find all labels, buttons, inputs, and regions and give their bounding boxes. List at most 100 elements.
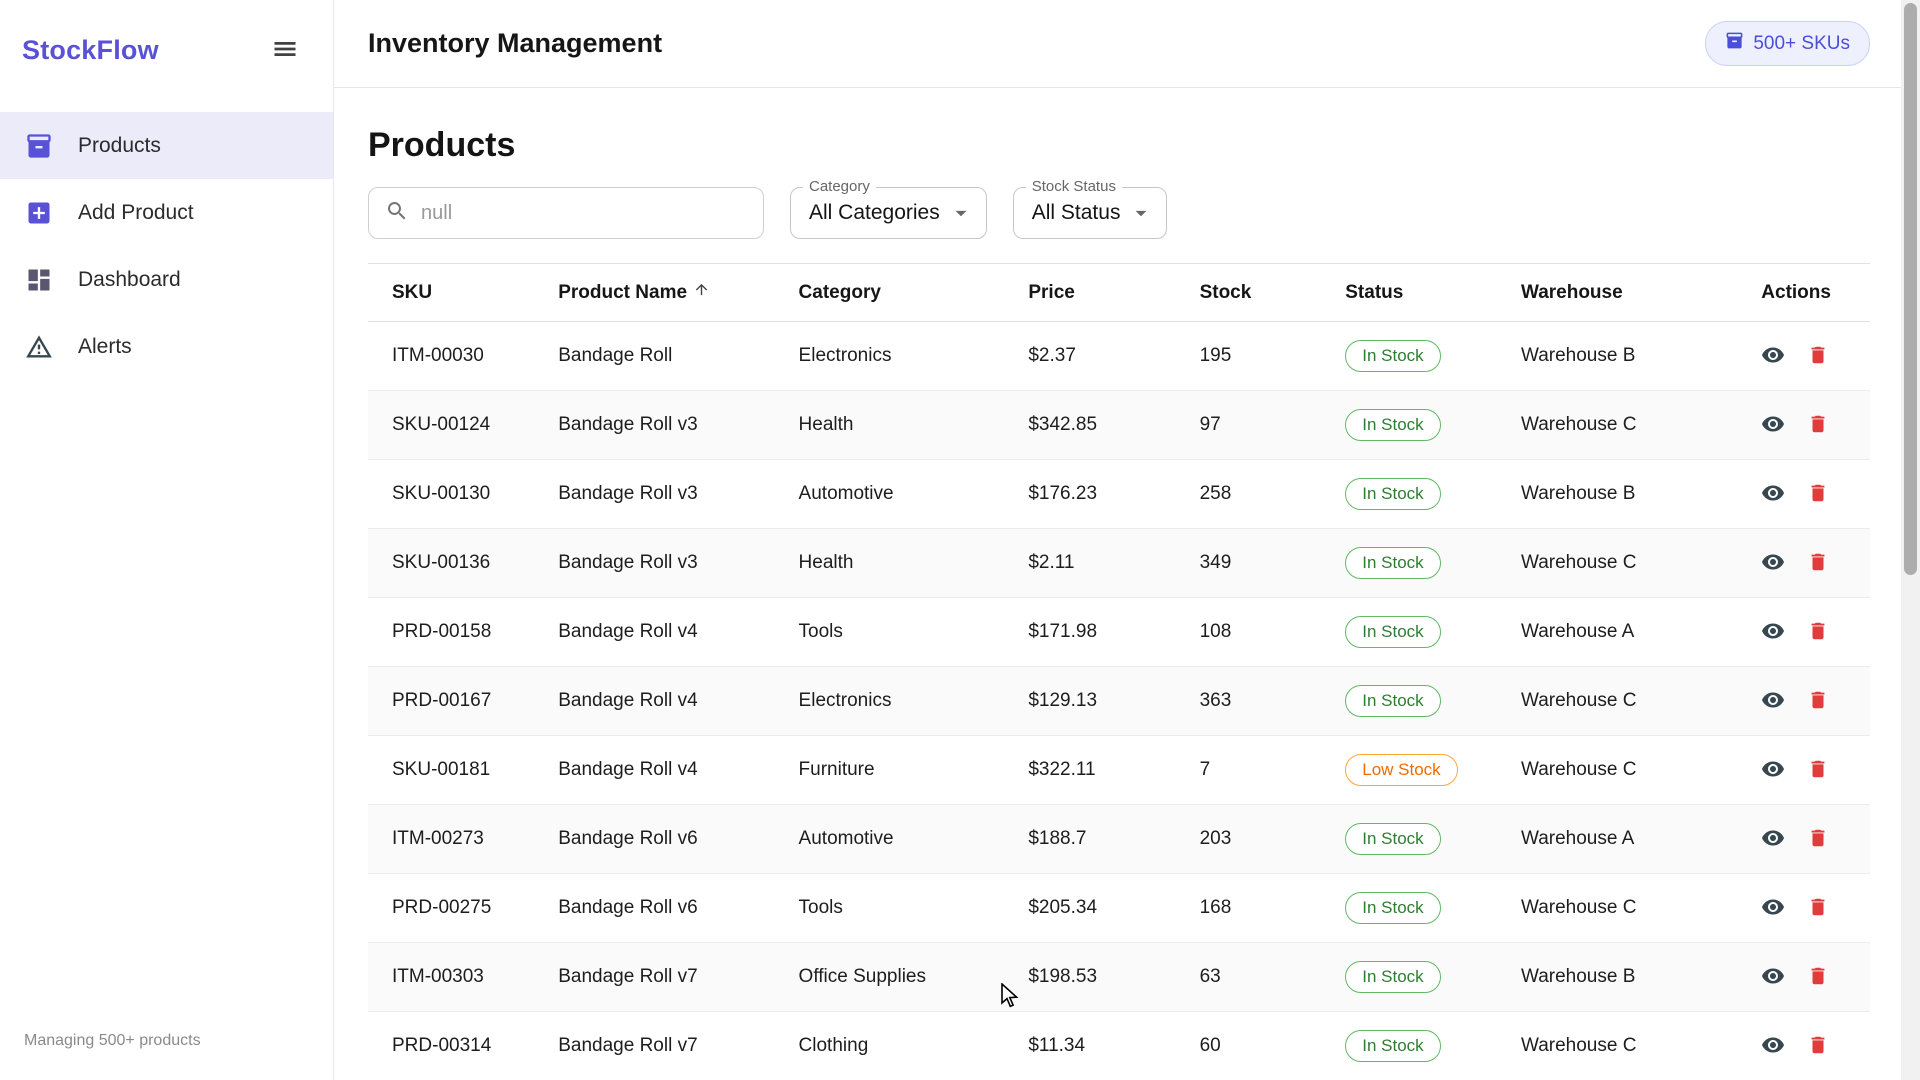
delete-button[interactable] [1807, 344, 1829, 369]
cell-price: $205.34 [1018, 874, 1189, 943]
menu-toggle-button[interactable] [265, 29, 305, 72]
view-button[interactable] [1761, 481, 1785, 508]
trash-icon [1807, 689, 1829, 714]
sku-count-badge: 500+ SKUs [1705, 21, 1870, 66]
table-row: PRD-00167 Bandage Roll v4 Electronics $1… [368, 667, 1870, 736]
eye-icon [1761, 964, 1785, 991]
delete-button[interactable] [1807, 482, 1829, 507]
view-button[interactable] [1761, 964, 1785, 991]
cell-warehouse: Warehouse C [1511, 736, 1751, 805]
table-header: SKU Product Name Category Price Stock [368, 264, 1870, 322]
cell-warehouse: Warehouse C [1511, 667, 1751, 736]
view-button[interactable] [1761, 688, 1785, 715]
inventory-icon [1725, 31, 1744, 56]
column-header-product-name[interactable]: Product Name [548, 264, 788, 322]
eye-icon [1761, 688, 1785, 715]
sidebar-item-add-product[interactable]: Add Product [0, 179, 333, 246]
view-button[interactable] [1761, 757, 1785, 784]
cell-actions [1751, 874, 1870, 943]
cell-category: Clothing [789, 1012, 1019, 1080]
table-row: SKU-00130 Bandage Roll v3 Automotive $17… [368, 460, 1870, 529]
delete-button[interactable] [1807, 827, 1829, 852]
delete-button[interactable] [1807, 689, 1829, 714]
cell-status: In Stock [1335, 667, 1511, 736]
delete-button[interactable] [1807, 551, 1829, 576]
view-button[interactable] [1761, 826, 1785, 853]
view-button[interactable] [1761, 619, 1785, 646]
cell-price: $322.11 [1018, 736, 1189, 805]
view-button[interactable] [1761, 895, 1785, 922]
eye-icon [1761, 343, 1785, 370]
delete-button[interactable] [1807, 1034, 1829, 1059]
sidebar-item-alerts[interactable]: Alerts [0, 313, 333, 380]
table-row: PRD-00314 Bandage Roll v7 Clothing $11.3… [368, 1012, 1870, 1080]
cell-stock: 63 [1190, 943, 1336, 1012]
cell-price: $2.11 [1018, 529, 1189, 598]
eye-icon [1761, 1033, 1785, 1060]
cell-stock: 363 [1190, 667, 1336, 736]
column-header-status[interactable]: Status [1335, 264, 1511, 322]
column-header-category[interactable]: Category [789, 264, 1019, 322]
cell-actions [1751, 736, 1870, 805]
products-table: SKU Product Name Category Price Stock [368, 263, 1870, 1080]
cell-sku: PRD-00167 [368, 667, 548, 736]
cell-status: In Stock [1335, 874, 1511, 943]
cell-category: Tools [789, 598, 1019, 667]
chevron-down-icon [948, 200, 974, 226]
cell-warehouse: Warehouse A [1511, 598, 1751, 667]
trash-icon [1807, 551, 1829, 576]
status-badge: Low Stock [1345, 754, 1457, 786]
cell-product-name: Bandage Roll v4 [548, 598, 788, 667]
column-header-stock[interactable]: Stock [1190, 264, 1336, 322]
cell-stock: 7 [1190, 736, 1336, 805]
dashboard-icon [24, 265, 54, 295]
stock-status-filter[interactable]: Stock Status All Status [1013, 187, 1168, 239]
cell-product-name: Bandage Roll v3 [548, 529, 788, 598]
cell-price: $198.53 [1018, 943, 1189, 1012]
view-button[interactable] [1761, 343, 1785, 370]
delete-button[interactable] [1807, 896, 1829, 921]
cell-category: Health [789, 391, 1019, 460]
cell-warehouse: Warehouse C [1511, 1012, 1751, 1080]
trash-icon [1807, 344, 1829, 369]
cell-stock: 195 [1190, 322, 1336, 391]
cell-status: In Stock [1335, 529, 1511, 598]
cell-stock: 97 [1190, 391, 1336, 460]
delete-button[interactable] [1807, 965, 1829, 990]
sidebar-item-dashboard[interactable]: Dashboard [0, 246, 333, 313]
table-row: PRD-00158 Bandage Roll v4 Tools $171.98 … [368, 598, 1870, 667]
view-button[interactable] [1761, 412, 1785, 439]
status-badge: In Stock [1345, 616, 1440, 648]
column-header-sku[interactable]: SKU [368, 264, 548, 322]
delete-button[interactable] [1807, 620, 1829, 645]
search-box[interactable] [368, 187, 764, 239]
search-input[interactable] [421, 202, 747, 225]
cell-sku: SKU-00124 [368, 391, 548, 460]
scrollbar-thumb[interactable] [1904, 3, 1917, 575]
category-filter[interactable]: Category All Categories [790, 187, 987, 239]
cell-warehouse: Warehouse A [1511, 805, 1751, 874]
app-root: StockFlow Products Add Product [0, 0, 1920, 1080]
view-button[interactable] [1761, 1033, 1785, 1060]
cell-category: Health [789, 529, 1019, 598]
sidebar-item-label: Alerts [78, 335, 132, 359]
search-icon [385, 199, 409, 228]
column-header-warehouse[interactable]: Warehouse [1511, 264, 1751, 322]
column-header-label: Product Name [558, 282, 687, 304]
sidebar-item-products[interactable]: Products [0, 112, 333, 179]
delete-button[interactable] [1807, 413, 1829, 438]
cell-sku: SKU-00130 [368, 460, 548, 529]
top-bar: Inventory Management 500+ SKUs [334, 0, 1920, 88]
table-row: ITM-00273 Bandage Roll v6 Automotive $18… [368, 805, 1870, 874]
cell-sku: SKU-00136 [368, 529, 548, 598]
scrollbar[interactable] [1901, 0, 1920, 1080]
cell-product-name: Bandage Roll v3 [548, 391, 788, 460]
column-header-price[interactable]: Price [1018, 264, 1189, 322]
sidebar-header: StockFlow [0, 0, 333, 100]
cell-stock: 168 [1190, 874, 1336, 943]
filters-row: Category All Categories Stock Status All… [368, 187, 1870, 239]
view-button[interactable] [1761, 550, 1785, 577]
cell-category: Furniture [789, 736, 1019, 805]
delete-button[interactable] [1807, 758, 1829, 783]
sidebar-item-label: Add Product [78, 201, 194, 225]
